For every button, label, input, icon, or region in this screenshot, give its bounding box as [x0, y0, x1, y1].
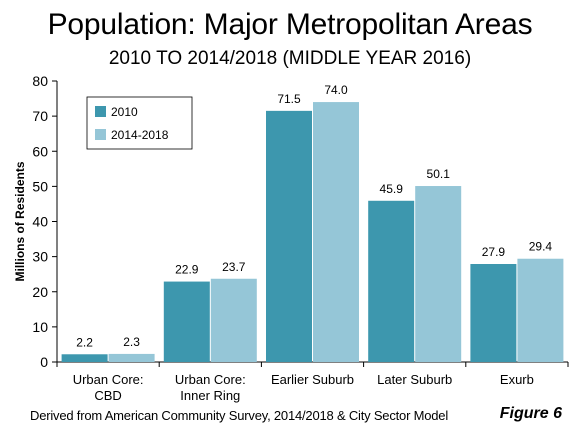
data-label: 27.9	[482, 245, 506, 259]
y-tick-label: 10	[32, 319, 48, 335]
y-tick-label: 30	[32, 249, 48, 265]
figure-label: Figure 6	[499, 405, 562, 422]
bar	[415, 186, 462, 362]
x-category-label: Exurb	[500, 372, 534, 387]
chart-title: Population: Major Metropolitan Areas	[47, 8, 533, 41]
y-tick-label: 20	[32, 284, 48, 300]
bar	[313, 102, 359, 362]
data-label: 2.2	[76, 335, 93, 349]
bar	[108, 353, 155, 362]
legend-box	[86, 96, 193, 150]
chart-subtitle: 2010 TO 2014/2018 (MIDDLE YEAR 2016)	[108, 48, 472, 69]
y-tick-label: 0	[40, 354, 48, 370]
legend-swatch	[95, 106, 106, 117]
x-category-label: Urban Core:	[73, 372, 144, 387]
bar	[517, 258, 564, 362]
bar	[266, 110, 312, 362]
data-label: 50.1	[427, 167, 451, 181]
data-label: 2.3	[123, 335, 140, 349]
source-note: Derived from American Community Survey, …	[30, 408, 449, 423]
y-axis-title: Millions of Residents	[13, 161, 27, 281]
bar	[368, 200, 415, 362]
bar	[163, 281, 210, 362]
y-tick-label: 50	[32, 178, 48, 194]
legend-label: 2014-2018	[111, 128, 169, 142]
data-label: 71.5	[277, 92, 301, 106]
data-label: 23.7	[222, 260, 246, 274]
legend-swatch	[95, 129, 106, 140]
chart-bars	[61, 102, 564, 362]
data-label: 29.4	[529, 240, 553, 254]
x-category-label: Inner Ring	[180, 388, 240, 403]
x-category-label: CBD	[94, 388, 121, 403]
x-category-label: Earlier Suburb	[271, 372, 354, 387]
chart-legend: 2010 2014-2018	[86, 96, 193, 150]
x-category-label: Urban Core:	[175, 372, 246, 387]
data-label: 45.9	[380, 182, 404, 196]
bar	[61, 354, 108, 362]
chart-data-labels: 2.2 2.3 22.9 23.7 71.5 74.0 45.9 50.1 27.9 29.4	[76, 83, 552, 349]
data-label: 22.9	[175, 263, 199, 277]
x-category-label: Later Suburb	[377, 372, 452, 387]
legend-label: 2010	[111, 105, 138, 119]
chart-axes: Millions of Residents 0 10 20 30 40 50 60 70 80 Ur…	[13, 73, 569, 403]
y-tick-label: 60	[32, 143, 48, 159]
data-label: 74.0	[324, 83, 348, 97]
y-tick-label: 40	[32, 214, 48, 230]
bar	[210, 278, 257, 362]
y-tick-label: 80	[32, 73, 48, 89]
bar	[470, 264, 517, 362]
y-tick-label: 70	[32, 108, 48, 124]
